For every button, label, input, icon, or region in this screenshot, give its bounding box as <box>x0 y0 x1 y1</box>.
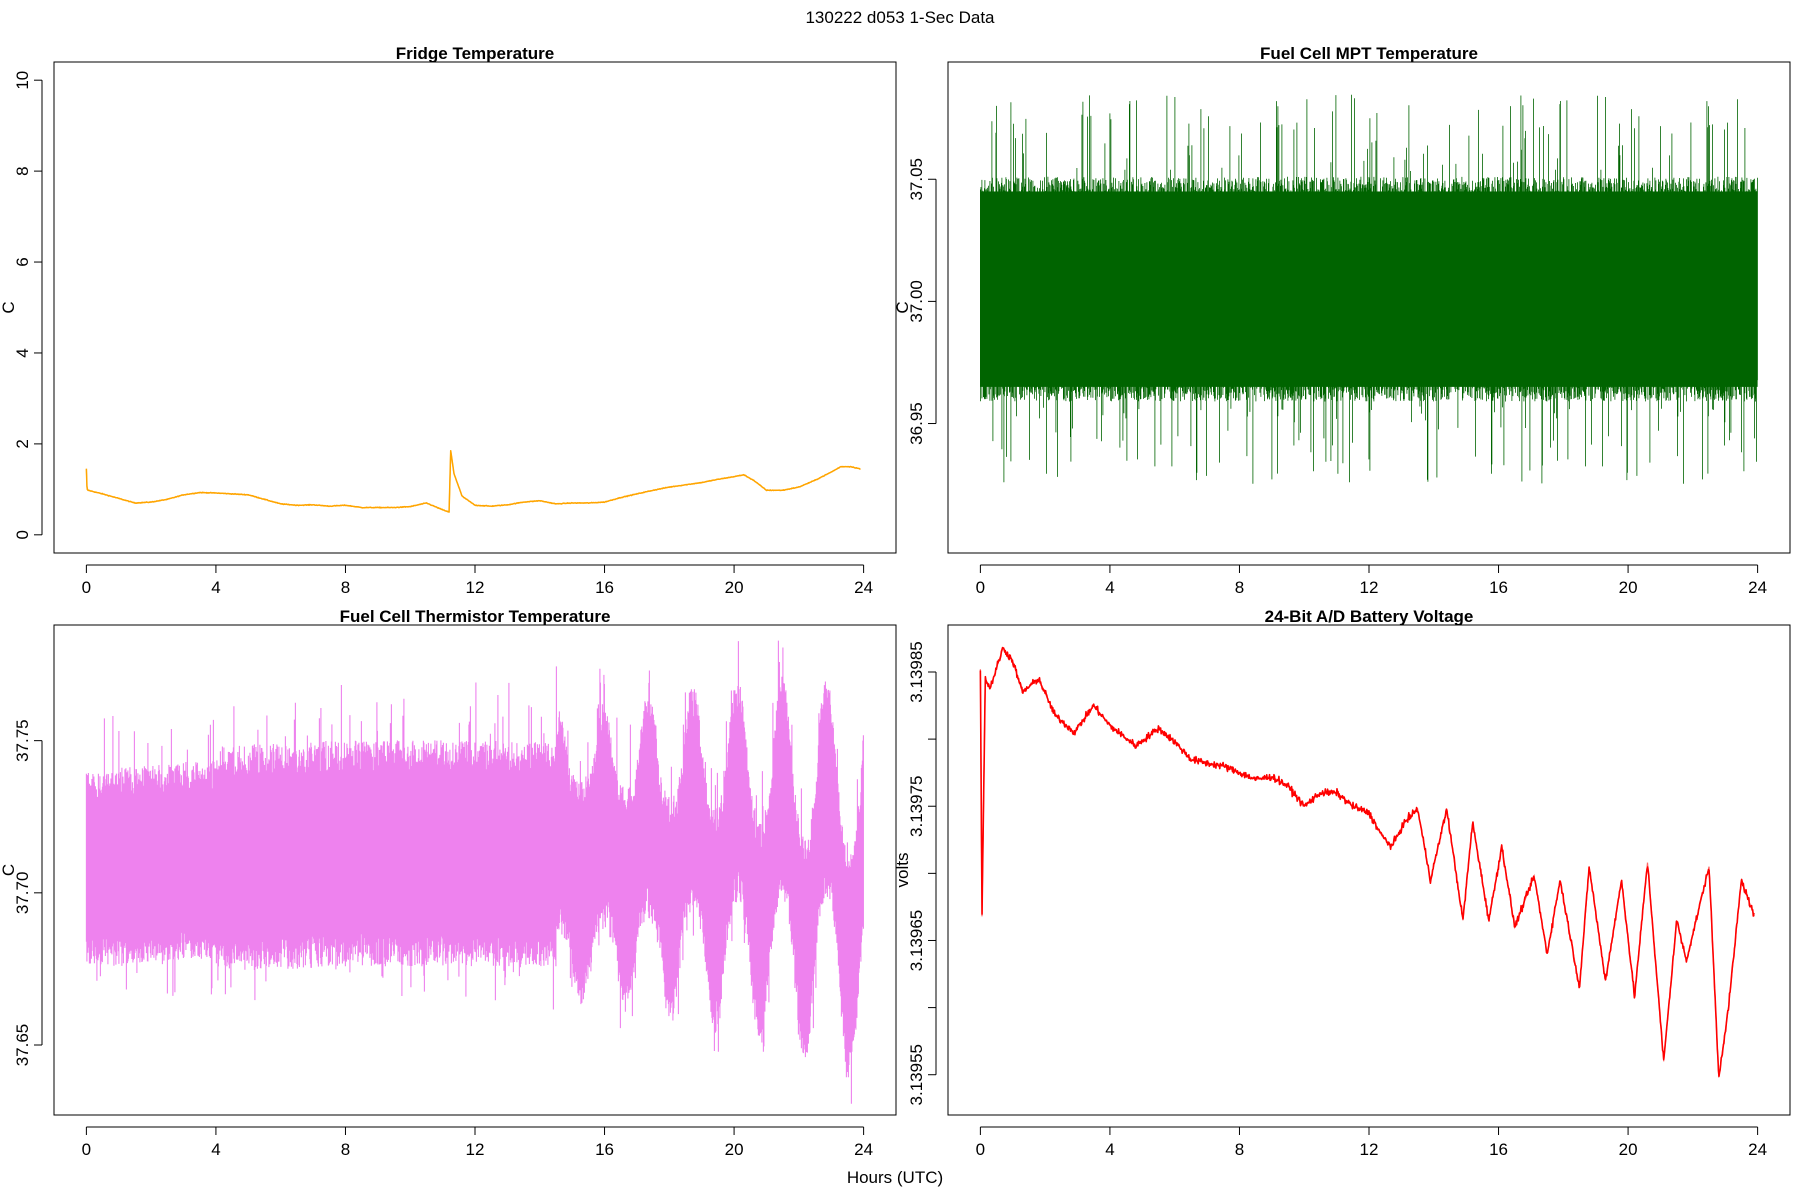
x-tick-label-mpt: 20 <box>1619 578 1638 597</box>
x-tick-label-fridge: 8 <box>341 578 350 597</box>
x-tick-label-battery: 16 <box>1489 1140 1508 1159</box>
plot-area-fridge <box>85 449 861 513</box>
series-core-band-mpt <box>980 191 1758 387</box>
x-tick-label-fridge: 20 <box>725 578 744 597</box>
chart-panel-thermistor: Fuel Cell Thermistor Temperature C 0 4 8 12 16… <box>0 607 897 1159</box>
x-tick-label-mpt: 8 <box>1235 578 1244 597</box>
x-tick-label-thermistor: 24 <box>854 1140 873 1159</box>
x-tick-label-mpt: 24 <box>1748 578 1767 597</box>
series-points-fridge <box>85 450 861 513</box>
y-axis-battery: 3.13955 3.13965 3.13975 3.13985 <box>907 641 937 1105</box>
plot-area-thermistor <box>85 640 864 1104</box>
x-tick-label-thermistor: 8 <box>341 1140 350 1159</box>
x-tick-label-battery: 12 <box>1360 1140 1379 1159</box>
chart-panel-mpt: Fuel Cell MPT Temperature C 0 4 8 12 16 20 24 36.… <box>893 44 1791 597</box>
chart-title-mpt: Fuel Cell MPT Temperature <box>1260 44 1478 63</box>
y-axis-label-thermistor: C <box>0 864 18 876</box>
y-tick-label-fridge: 8 <box>13 166 32 175</box>
figure-x-axis-label: Hours (UTC) <box>847 1168 943 1187</box>
x-tick-label-thermistor: 12 <box>466 1140 485 1159</box>
x-tick-label-battery: 0 <box>976 1140 985 1159</box>
y-tick-label-fridge: 6 <box>13 257 32 266</box>
y-tick-label-fridge: 2 <box>13 439 32 448</box>
y-tick-label-mpt: 36.95 <box>907 402 926 445</box>
y-axis-label-mpt: C <box>893 301 912 313</box>
y-axis-label-battery: volts <box>893 853 912 888</box>
x-tick-label-fridge: 16 <box>595 578 614 597</box>
x-tick-label-fridge: 0 <box>82 578 91 597</box>
x-tick-label-mpt: 12 <box>1360 578 1379 597</box>
x-tick-label-thermistor: 20 <box>725 1140 744 1159</box>
x-axis-battery: 0 4 8 12 16 20 24 <box>976 1126 1767 1159</box>
x-tick-label-thermistor: 0 <box>82 1140 91 1159</box>
y-axis-thermistor: 37.65 37.70 37.75 <box>13 719 43 1067</box>
chart-panel-battery: 24-Bit A/D Battery Voltage volts 0 4 8 12 16 20… <box>893 607 1791 1159</box>
x-tick-label-fridge: 4 <box>211 578 220 597</box>
plot-frame-fridge <box>53 61 897 554</box>
y-tick-label-fridge: 4 <box>13 348 32 357</box>
series-noise-thermistor <box>85 640 864 1104</box>
x-tick-label-battery: 20 <box>1619 1140 1638 1159</box>
y-axis-label-fridge: C <box>0 301 18 313</box>
chart-title-thermistor: Fuel Cell Thermistor Temperature <box>340 607 611 626</box>
plot-frame-thermistor <box>53 624 897 1116</box>
plot-frame-mpt <box>947 61 1791 554</box>
plot-area-battery <box>979 646 1755 1078</box>
y-tick-label-thermistor: 37.65 <box>13 1024 32 1067</box>
x-tick-label-battery: 8 <box>1235 1140 1244 1159</box>
x-tick-label-thermistor: 4 <box>211 1140 220 1159</box>
plot-frame-battery <box>947 624 1791 1116</box>
x-tick-label-thermistor: 16 <box>595 1140 614 1159</box>
y-axis-mpt: 36.95 37.00 37.05 <box>907 158 937 445</box>
y-tick-label-thermistor: 37.75 <box>13 719 32 762</box>
y-tick-label-battery: 3.13975 <box>907 776 926 837</box>
y-tick-label-mpt: 37.05 <box>907 158 926 201</box>
x-tick-label-mpt: 4 <box>1105 578 1114 597</box>
series-points-battery <box>979 646 1755 1078</box>
y-tick-label-battery: 3.13955 <box>907 1044 926 1105</box>
y-tick-label-thermistor: 37.70 <box>13 872 32 915</box>
x-tick-label-mpt: 16 <box>1489 578 1508 597</box>
y-tick-label-fridge: 10 <box>13 71 32 90</box>
y-tick-label-mpt: 37.00 <box>907 280 926 323</box>
y-tick-label-battery: 3.13985 <box>907 641 926 702</box>
x-tick-label-mpt: 0 <box>976 578 985 597</box>
x-axis-fridge: 0 4 8 12 16 20 24 <box>82 564 873 597</box>
chart-title-battery: 24-Bit A/D Battery Voltage <box>1265 607 1474 626</box>
x-axis-mpt: 0 4 8 12 16 20 24 <box>976 564 1767 597</box>
x-tick-label-fridge: 24 <box>854 578 873 597</box>
figure-main-title: 130222 d053 1-Sec Data <box>805 8 995 27</box>
y-tick-label-battery: 3.13965 <box>907 910 926 971</box>
chart-title-fridge: Fridge Temperature <box>396 44 554 63</box>
x-axis-thermistor: 0 4 8 12 16 20 24 <box>82 1126 873 1159</box>
plot-area-mpt <box>980 94 1758 484</box>
x-tick-label-battery: 24 <box>1748 1140 1767 1159</box>
x-tick-label-battery: 4 <box>1105 1140 1114 1159</box>
y-tick-label-fridge: 0 <box>13 530 32 539</box>
x-tick-label-fridge: 12 <box>466 578 485 597</box>
y-axis-fridge: 0 2 4 6 8 10 <box>13 71 43 540</box>
